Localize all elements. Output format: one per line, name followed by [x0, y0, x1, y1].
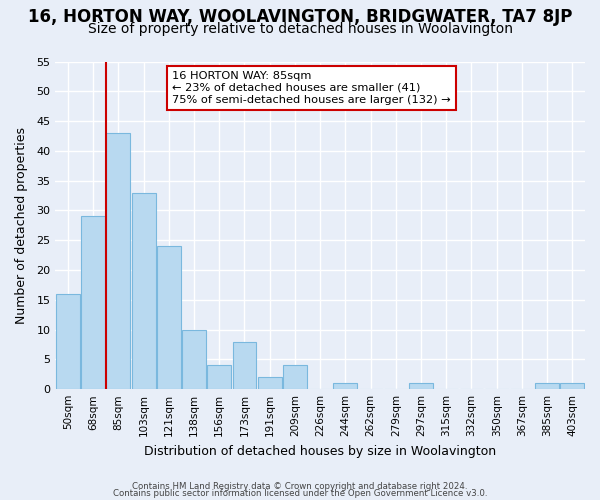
Bar: [409, 383, 433, 389]
Text: Size of property relative to detached houses in Woolavington: Size of property relative to detached ho…: [88, 22, 512, 36]
Bar: [131, 192, 155, 389]
Text: 16 HORTON WAY: 85sqm
← 23% of detached houses are smaller (41)
75% of semi-detac: 16 HORTON WAY: 85sqm ← 23% of detached h…: [172, 72, 451, 104]
Y-axis label: Number of detached properties: Number of detached properties: [15, 127, 28, 324]
Bar: [535, 383, 559, 389]
Bar: [182, 330, 206, 389]
Text: Contains HM Land Registry data © Crown copyright and database right 2024.: Contains HM Land Registry data © Crown c…: [132, 482, 468, 491]
Bar: [157, 246, 181, 389]
Bar: [283, 366, 307, 389]
Bar: [258, 378, 281, 389]
Bar: [560, 383, 584, 389]
Bar: [106, 133, 130, 389]
Bar: [81, 216, 105, 389]
Text: 16, HORTON WAY, WOOLAVINGTON, BRIDGWATER, TA7 8JP: 16, HORTON WAY, WOOLAVINGTON, BRIDGWATER…: [28, 8, 572, 26]
Bar: [207, 366, 231, 389]
Text: Contains public sector information licensed under the Open Government Licence v3: Contains public sector information licen…: [113, 490, 487, 498]
Bar: [334, 383, 358, 389]
Bar: [233, 342, 256, 389]
X-axis label: Distribution of detached houses by size in Woolavington: Distribution of detached houses by size …: [144, 444, 496, 458]
Bar: [56, 294, 80, 389]
